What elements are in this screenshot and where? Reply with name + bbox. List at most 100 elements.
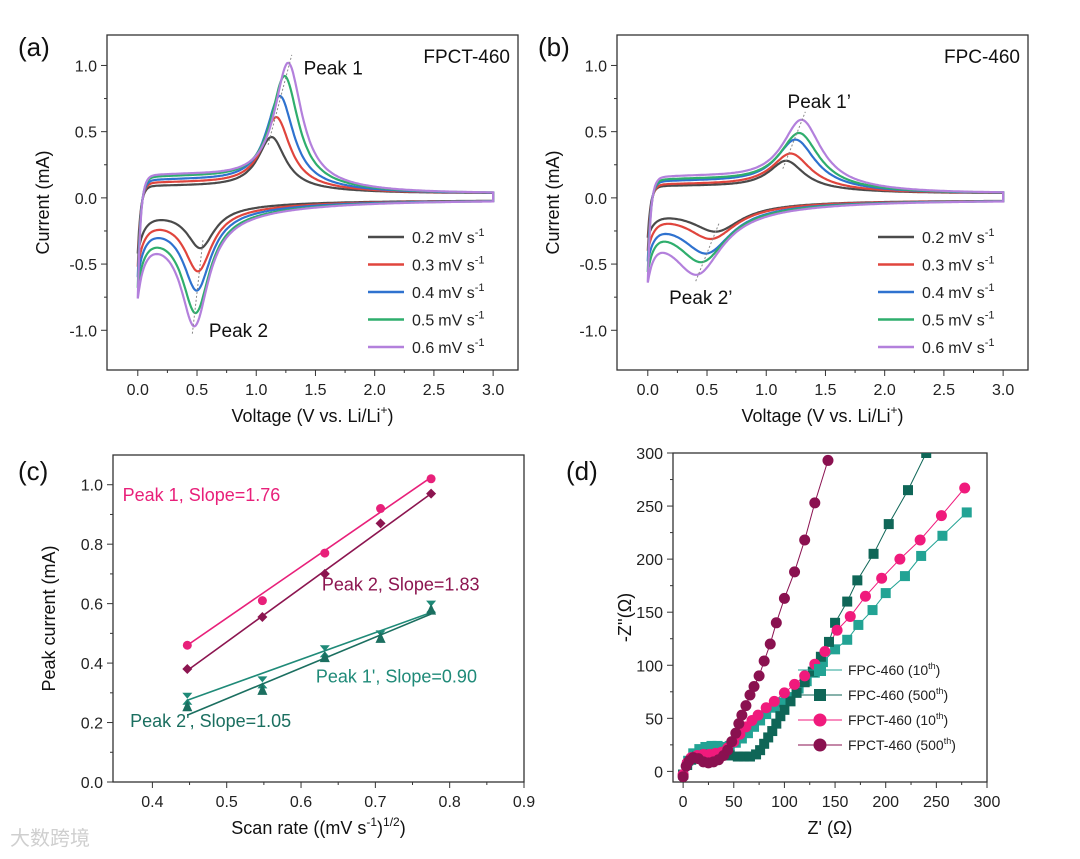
data-point-circle (876, 572, 888, 584)
x-axis-title-part: ) (898, 406, 904, 426)
legend-unit: mV s (948, 340, 984, 357)
legend-unit-exp: -1 (475, 255, 485, 267)
data-point-square (749, 721, 760, 732)
sample-label: FPC-460 (944, 47, 1020, 68)
y-tick-label: 0.0 (585, 191, 607, 208)
data-point-square (868, 548, 879, 559)
y-tick-label: 1.0 (81, 478, 103, 495)
panel-label: (c) (18, 456, 48, 486)
legend-unit: mV s (948, 258, 984, 275)
data-point-triangle (257, 683, 268, 695)
cv-curve-0.5 (136, 74, 495, 315)
legend-rate: 0.3 (922, 258, 944, 275)
y-tick-label: 0.5 (585, 125, 607, 142)
data-point-square (899, 571, 910, 582)
y-tick-label: 1.0 (75, 58, 97, 75)
x-tick-label: 0.9 (513, 794, 535, 811)
data-point-circle (677, 771, 689, 782)
data-point-square (700, 741, 711, 752)
data-point-circle (935, 510, 947, 522)
data-point-circle (376, 504, 386, 514)
data-point-triangle (375, 631, 386, 643)
cv-curve-0.2 (646, 159, 1005, 238)
data-point-diamond (426, 488, 437, 499)
legend-unit: mV s (438, 258, 474, 275)
data-point-circle (789, 678, 801, 690)
data-point-circle (859, 590, 871, 602)
data-point-square (807, 666, 818, 677)
data-point-square (744, 751, 755, 762)
x-axis-title-sup: + (381, 403, 388, 417)
plot-area (646, 118, 1005, 283)
data-point-circle (736, 709, 748, 721)
data-point-triangle (319, 651, 330, 663)
x-axis-title: Voltage (V vs. Li/Li+) (231, 403, 393, 426)
x-tick-label: 2.5 (933, 382, 955, 399)
plot-frame (112, 454, 525, 783)
y-tick-label: 0.6 (81, 597, 103, 614)
x-tick-label: 150 (822, 794, 849, 811)
y-axis-title: Peak current (mA) (39, 545, 59, 691)
legend-label: 0.3 mV s-1 (922, 255, 994, 275)
legend-unit: mV s (438, 340, 474, 357)
data-point-circle (753, 670, 765, 682)
data-point-square (937, 530, 948, 541)
data-point-square (961, 507, 972, 518)
y-tick-label: 250 (636, 499, 663, 516)
plot-area (677, 453, 972, 782)
legend-close: ) (943, 712, 948, 728)
y-axis-title: Current (mA) (543, 150, 563, 254)
data-point-square (777, 697, 788, 708)
data-point-circle (426, 474, 436, 484)
legend-name: FPCT-460 (10 (848, 712, 936, 728)
y-tick-label: 300 (636, 446, 663, 463)
y-tick-label: 0.5 (75, 125, 97, 142)
peak-label: Peak 2 (209, 321, 268, 342)
data-point-square (785, 696, 796, 707)
x-tick-label: 0.7 (364, 794, 386, 811)
data-point-circle (914, 534, 926, 546)
legend-unit: mV s (948, 313, 984, 330)
data-point-square (763, 732, 774, 743)
x-tick-label: 100 (771, 794, 798, 811)
legend-unit-exp: -1 (985, 337, 995, 349)
series-label: Peak 1, Slope=1.76 (123, 485, 281, 505)
data-point-circle (770, 617, 782, 629)
x-tick-label: 1.0 (245, 382, 267, 399)
legend-unit-exp: -1 (475, 227, 485, 239)
data-point-diamond (182, 664, 193, 675)
anodic-peak-guide (267, 54, 293, 146)
y-tick-label: 150 (636, 605, 663, 622)
legend-marker (813, 713, 827, 727)
x-tick-label: 1.5 (304, 382, 326, 399)
x-tick-label: 0.6 (290, 794, 312, 811)
legend-unit-exp: -1 (985, 255, 995, 267)
legend-close: ) (943, 687, 948, 703)
data-point-square (779, 704, 790, 715)
data-point-circle (733, 718, 745, 730)
watermark: 大数跨境 (10, 827, 90, 850)
x-axis-title-sup: 1/2 (383, 815, 400, 829)
panel-a: (a) 0.0 0.5 1.0 1.5 2.0 2.5 3.0 -1.0 -0.5 0.0 0.5 1.… (18, 32, 519, 426)
peak-label: Peak 1 (304, 59, 363, 80)
data-point-circle (726, 736, 738, 748)
y-tick-label: 50 (645, 711, 663, 728)
x-axis-title-sup: + (891, 403, 898, 417)
plot-area (136, 61, 495, 328)
legend-label: 0.4 mV s-1 (412, 282, 484, 302)
x-axis-title: Voltage (V vs. Li/Li+) (741, 403, 903, 426)
data-point-square (738, 751, 749, 762)
legend-rate: 0.5 (412, 313, 434, 330)
x-tick-label: 200 (872, 794, 899, 811)
panel-label: (a) (18, 32, 50, 62)
data-point-circle (799, 670, 811, 682)
plot-frame (106, 34, 519, 371)
data-point-square (694, 744, 705, 755)
x-axis-title: Scan rate ((mV s-1)1/2) (231, 815, 405, 838)
legend-label: FPCT-460 (500th) (848, 736, 956, 753)
data-point-square (771, 718, 782, 729)
y-axis-title: Current (mA) (33, 150, 53, 254)
data-point-square (761, 709, 772, 720)
x-tick-label: 1.5 (814, 382, 836, 399)
plot-area (182, 474, 437, 716)
